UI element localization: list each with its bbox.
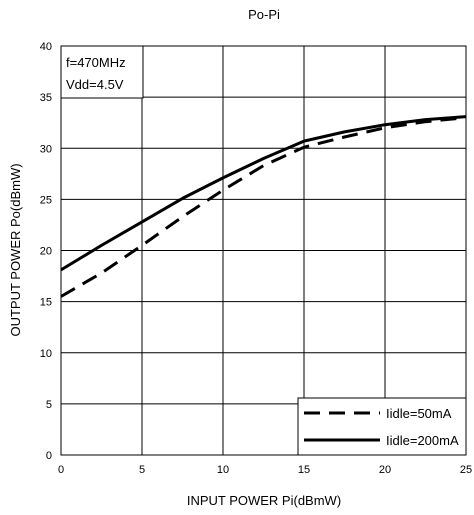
series-line-iidle-200ma (60, 115, 467, 272)
x-tick-label-20: 20 (379, 464, 391, 476)
y-tick-label-15: 15 (40, 297, 52, 309)
x-axis-label: INPUT POWER Pi(dBmW) (187, 493, 341, 508)
annotation-frame (60, 45, 144, 99)
y-tick-label-0: 0 (46, 450, 52, 462)
y-tick-label-30: 30 (40, 143, 52, 155)
y-tick-label-25: 25 (40, 194, 52, 206)
legend-label-50ma: Iidle=50mA (386, 406, 452, 421)
y-axis-label: OUTPUT POWER Po(dBmW) (8, 163, 23, 336)
plot-area-frame (60, 45, 467, 456)
series-line-iidle-50ma (60, 116, 467, 298)
legend: Iidle=50mA Iidle=200mA (297, 397, 467, 456)
legend-label-200ma: Iidle=200mA (386, 433, 459, 448)
legend-frame (297, 397, 467, 456)
y-tick-label-5: 5 (46, 399, 52, 411)
x-tick-label-10: 10 (217, 464, 229, 476)
y-tick-label-10: 10 (40, 348, 52, 360)
x-tick-label-15: 15 (298, 464, 310, 476)
y-tick-label-40: 40 (40, 41, 52, 53)
annotation-frequency: f=470MHz (66, 55, 126, 70)
chart-title: Po-Pi (248, 7, 280, 22)
grid-lines (61, 46, 466, 455)
x-tick-label-25: 25 (460, 464, 472, 476)
x-tick-labels: 0 5 10 15 20 25 (58, 464, 472, 476)
y-tick-label-20: 20 (40, 246, 52, 258)
x-tick-label-0: 0 (58, 464, 64, 476)
y-tick-label-35: 35 (40, 92, 52, 104)
y-tick-labels: 0 5 10 15 20 25 30 35 40 (40, 41, 52, 462)
series-lines (60, 115, 467, 298)
annotation-voltage: Vdd=4.5V (66, 77, 124, 92)
condition-annotation: f=470MHz Vdd=4.5V (60, 45, 144, 99)
x-tick-label-5: 5 (139, 464, 145, 476)
